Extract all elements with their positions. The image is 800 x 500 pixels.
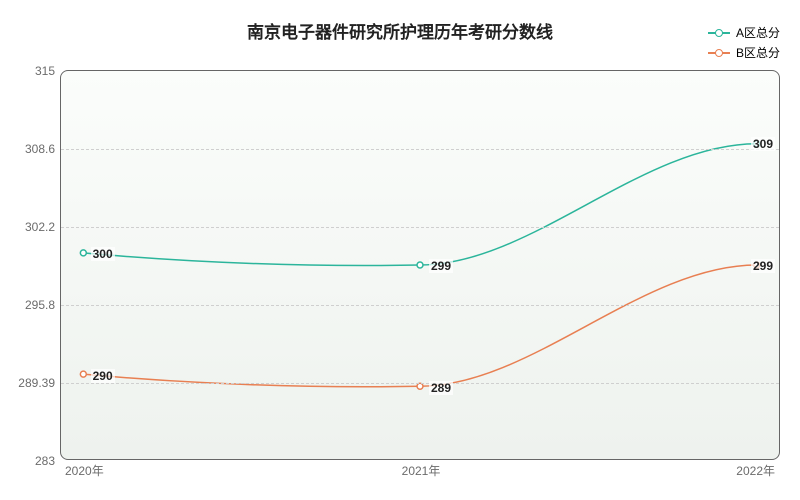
chart-title: 南京电子器件研究所护理历年考研分数线	[0, 18, 800, 43]
data-point-marker	[80, 371, 86, 377]
gridline	[61, 383, 779, 384]
series-line	[83, 265, 756, 387]
data-point-label: 289	[429, 381, 453, 395]
x-axis-tick-label: 2020年	[65, 462, 104, 479]
data-point-marker	[417, 262, 423, 268]
legend: A区总分 B区总分	[708, 24, 780, 64]
legend-label-a: A区总分	[736, 24, 780, 41]
chart-container: 南京电子器件研究所护理历年考研分数线 A区总分 B区总分 283289.3929…	[0, 0, 800, 500]
data-point-marker	[417, 383, 423, 389]
x-axis-tick-label: 2022年	[736, 462, 775, 479]
y-axis-tick-label: 289.39	[11, 376, 55, 390]
y-axis-tick-label: 283	[11, 454, 55, 468]
y-axis-tick-label: 315	[11, 64, 55, 78]
plot-area: 283289.39295.8302.2308.63152020年2021年202…	[60, 70, 780, 460]
data-point-label: 299	[751, 259, 775, 273]
y-axis-tick-label: 308.6	[11, 142, 55, 156]
data-point-label: 299	[429, 259, 453, 273]
gridline	[61, 227, 779, 228]
x-axis-tick-label: 2021年	[402, 462, 441, 479]
data-point-label: 300	[91, 247, 115, 261]
y-axis-tick-label: 302.2	[11, 220, 55, 234]
legend-item-a: A区总分	[708, 24, 780, 41]
legend-swatch-a-icon	[708, 32, 730, 34]
chart-lines-svg	[61, 71, 779, 459]
series-line	[83, 144, 756, 266]
data-point-marker	[80, 250, 86, 256]
data-point-label: 290	[91, 369, 115, 383]
legend-label-b: B区总分	[736, 44, 780, 61]
gridline	[61, 149, 779, 150]
data-point-label: 309	[751, 137, 775, 151]
y-axis-tick-label: 295.8	[11, 298, 55, 312]
gridline	[61, 305, 779, 306]
legend-item-b: B区总分	[708, 44, 780, 61]
legend-swatch-b-icon	[708, 52, 730, 54]
